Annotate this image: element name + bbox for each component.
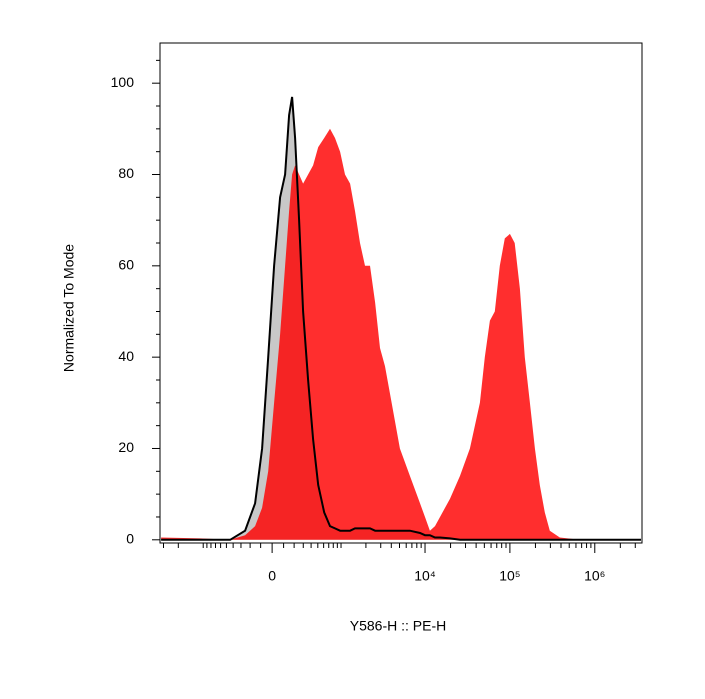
- x-tick-label: 10⁴: [414, 568, 436, 584]
- y-axis-label: Normalized To Mode: [61, 244, 77, 372]
- x-axis-label: Y586-H :: PE-H: [350, 618, 446, 634]
- x-tick-label: 10⁶: [584, 568, 605, 584]
- y-tick-label: 100: [111, 74, 135, 90]
- histogram-outline: [161, 96, 641, 541]
- histogram-area: [161, 128, 641, 540]
- y-tick-label: 20: [118, 439, 134, 455]
- y-tick-label: 0: [126, 531, 134, 547]
- y-tick-label: 40: [118, 348, 134, 364]
- y-tick-label: 60: [118, 257, 134, 273]
- plot-frame: [159, 42, 643, 544]
- x-tick-label: 0: [268, 568, 276, 584]
- x-tick-label: 10⁵: [499, 568, 520, 584]
- y-tick-label: 80: [118, 165, 134, 181]
